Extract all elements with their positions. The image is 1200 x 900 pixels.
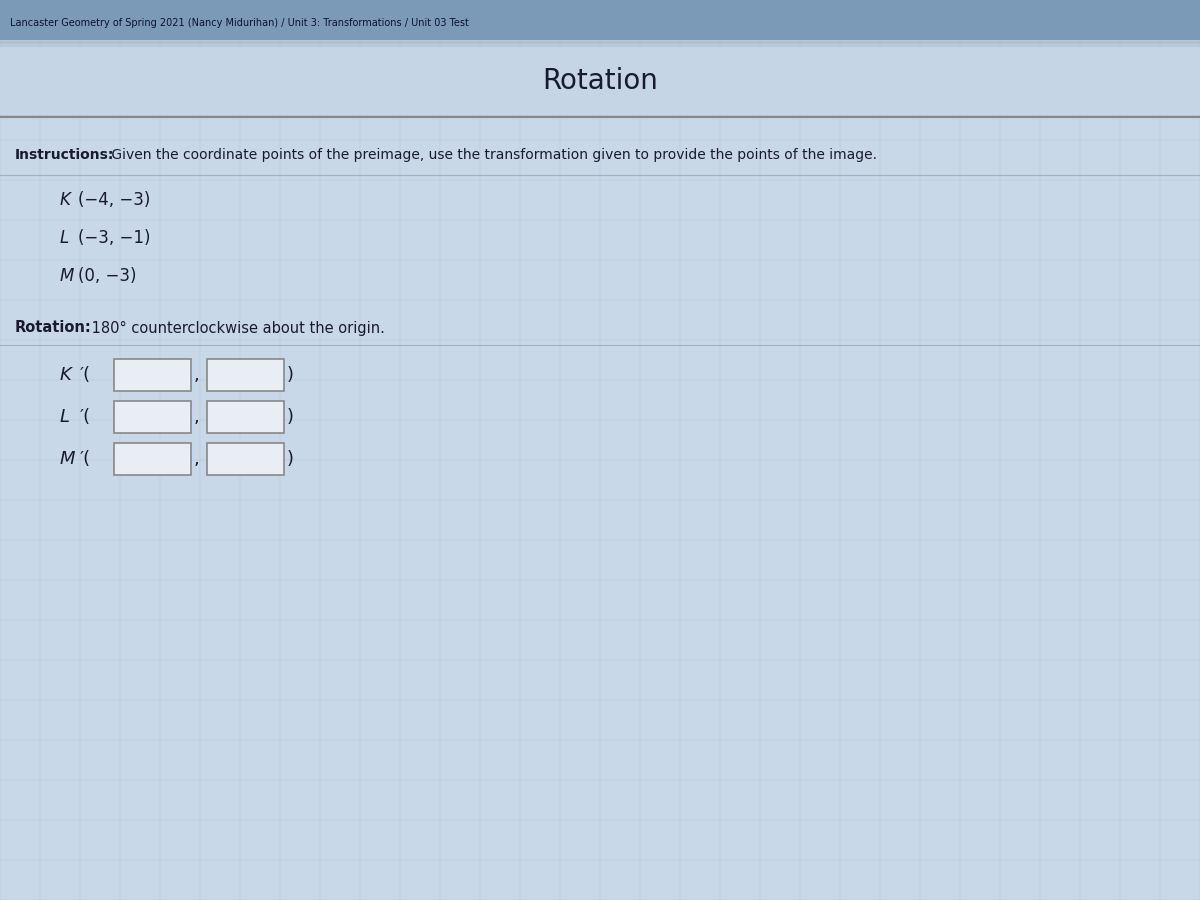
Text: ,: , xyxy=(194,450,199,468)
Text: Rotation: Rotation xyxy=(542,67,658,95)
Text: M: M xyxy=(60,267,74,285)
Text: ): ) xyxy=(287,366,294,384)
Text: ′(: ′( xyxy=(80,366,91,384)
FancyBboxPatch shape xyxy=(0,47,1200,115)
Text: ): ) xyxy=(287,450,294,468)
Text: 180° counterclockwise about the origin.: 180° counterclockwise about the origin. xyxy=(88,320,385,336)
Text: ,: , xyxy=(194,408,199,426)
Text: (−4, −3): (−4, −3) xyxy=(78,191,150,209)
Text: ′(: ′( xyxy=(80,450,91,468)
Text: Given the coordinate points of the preimage, use the transformation given to pro: Given the coordinate points of the preim… xyxy=(107,148,877,162)
FancyBboxPatch shape xyxy=(208,359,284,391)
FancyBboxPatch shape xyxy=(208,443,284,475)
Text: (−3, −1): (−3, −1) xyxy=(78,229,150,247)
Text: ,: , xyxy=(194,366,199,384)
Text: ′(: ′( xyxy=(80,408,91,426)
FancyBboxPatch shape xyxy=(114,359,191,391)
Text: M: M xyxy=(60,450,76,468)
Text: Lancaster Geometry of Spring 2021 (Nancy Midurihan) / Unit 3: Transformations / : Lancaster Geometry of Spring 2021 (Nancy… xyxy=(10,18,469,28)
Text: K: K xyxy=(60,191,71,209)
Text: K: K xyxy=(60,366,72,384)
FancyBboxPatch shape xyxy=(0,117,1200,900)
Text: L: L xyxy=(60,408,70,426)
FancyBboxPatch shape xyxy=(0,0,1200,40)
FancyBboxPatch shape xyxy=(114,443,191,475)
FancyBboxPatch shape xyxy=(114,401,191,433)
Text: L: L xyxy=(60,229,70,247)
Text: Rotation:: Rotation: xyxy=(14,320,91,336)
Text: ): ) xyxy=(287,408,294,426)
Text: (0, −3): (0, −3) xyxy=(78,267,137,285)
FancyBboxPatch shape xyxy=(208,401,284,433)
Text: Instructions:: Instructions: xyxy=(14,148,114,162)
